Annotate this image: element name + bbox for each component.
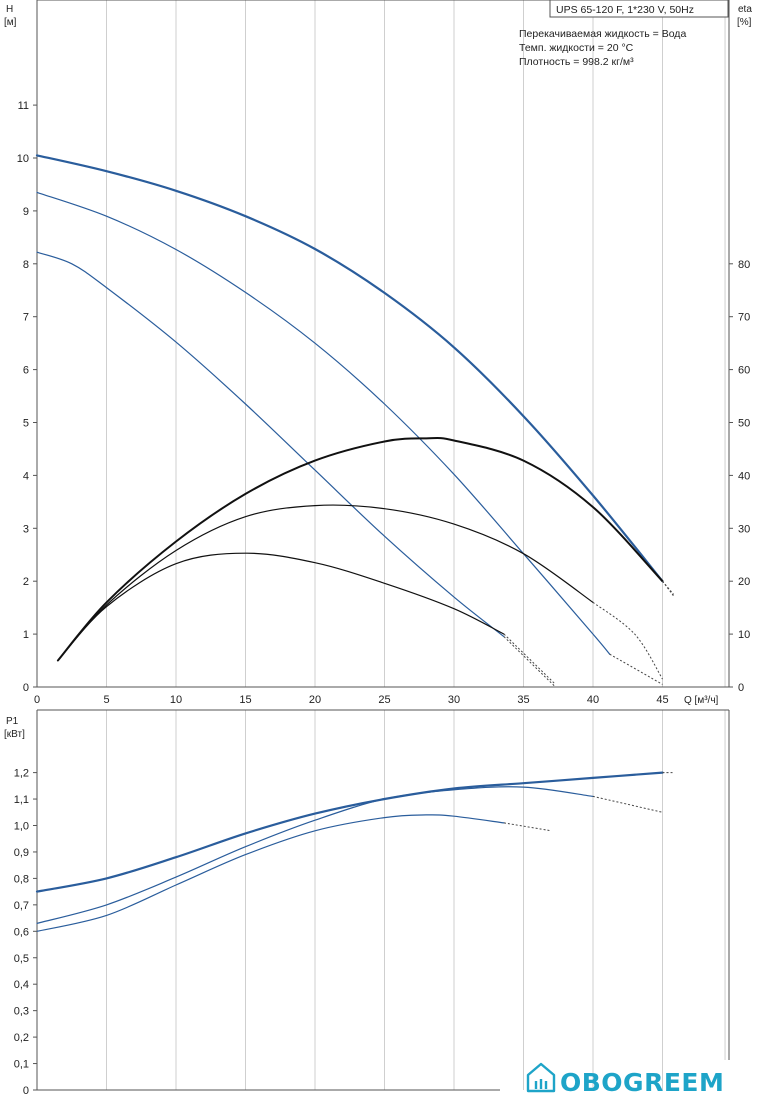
top-y-tick-labels: 0 1 2 3 4 5 6 7 8 9 10 11 bbox=[17, 100, 37, 694]
h-tick-label: 5 bbox=[23, 418, 29, 430]
watermark-text: OBOGREEM bbox=[560, 1068, 724, 1097]
head-curve-ext-1 bbox=[609, 653, 663, 685]
p1-tick-label: 1,1 bbox=[14, 794, 29, 806]
p1-tick-label: 0,5 bbox=[14, 953, 29, 965]
efficiency-curve-ext-3 bbox=[662, 580, 675, 597]
h-axis-label: H bbox=[6, 4, 13, 15]
watermark-logo: OBOGREEM bbox=[526, 1062, 724, 1097]
h-tick-label: 10 bbox=[17, 153, 29, 165]
x-tick-label: 10 bbox=[170, 694, 182, 706]
top-x-tick-labels: 0 5 10 15 20 25 30 35 40 45 bbox=[34, 694, 669, 706]
p1-tick-label: 0,1 bbox=[14, 1059, 29, 1071]
p1-tick-label: 0,2 bbox=[14, 1032, 29, 1044]
h-axis-unit: [м] bbox=[4, 17, 17, 28]
house-icon bbox=[526, 1062, 556, 1093]
h-tick-label: 2 bbox=[23, 576, 29, 588]
h-tick-label: 3 bbox=[23, 523, 29, 535]
eta-tick-label: 40 bbox=[738, 470, 750, 482]
bottom-y-tick-labels: 0 0,1 0,2 0,3 0,4 0,5 0,6 0,7 0,8 0,9 1,0 1,1 1,2 bbox=[14, 768, 37, 1097]
eta-tick-label: 30 bbox=[738, 523, 750, 535]
p1-tick-label: 0,4 bbox=[14, 979, 29, 991]
p1-axis-label: P1 bbox=[6, 716, 19, 727]
eta-axis-label: eta bbox=[738, 4, 752, 15]
x-tick-label: 30 bbox=[448, 694, 460, 706]
power-chart: 0 0,1 0,2 0,3 0,4 0,5 0,6 0,7 0,8 0,9 1,0 1,1 1,2 P1… bbox=[4, 709, 730, 1097]
head-curve-1 bbox=[36, 191, 611, 655]
eta-axis-unit: [%] bbox=[737, 17, 752, 28]
p1-tick-label: 0,6 bbox=[14, 926, 29, 938]
h-tick-label: 1 bbox=[23, 629, 29, 641]
efficiency-curve-ext-5 bbox=[503, 633, 556, 685]
model-label: UPS 65-120 F, 1*230 V, 50Hz bbox=[556, 4, 694, 16]
h-tick-label: 6 bbox=[23, 365, 29, 377]
efficiency-curve-4 bbox=[57, 504, 594, 662]
p1-tick-label: 0 bbox=[23, 1085, 29, 1097]
eta-tick-label: 0 bbox=[738, 682, 744, 694]
eta-tick-label: 50 bbox=[738, 418, 750, 430]
top-grid bbox=[106, 0, 726, 687]
efficiency-curve-3 bbox=[56, 436, 664, 662]
p1-tick-label: 1,0 bbox=[14, 821, 29, 833]
temperature-label: Темп. жидкости = 20 °C bbox=[519, 42, 634, 54]
fluid-label: Перекачиваемая жидкость = Вода bbox=[519, 28, 686, 40]
eta-tick-label: 10 bbox=[738, 629, 750, 641]
x-axis-label: Q [м³/ч] bbox=[684, 695, 719, 706]
x-tick-label: 45 bbox=[656, 694, 668, 706]
p1-tick-label: 0,9 bbox=[14, 847, 29, 859]
h-tick-label: 8 bbox=[23, 259, 29, 271]
p1-tick-label: 0,8 bbox=[14, 873, 29, 885]
h-tick-label: 7 bbox=[23, 312, 29, 324]
head-curve-2 bbox=[36, 251, 505, 638]
top-right-tick-labels: 0 10 20 30 40 50 60 70 80 bbox=[729, 259, 750, 694]
h-tick-label: 9 bbox=[23, 206, 29, 218]
p1-tick-label: 0,3 bbox=[14, 1006, 29, 1018]
power-curve-2 bbox=[36, 814, 505, 932]
model-box bbox=[549, 0, 729, 18]
bottom-grid bbox=[106, 710, 726, 1090]
power-curve-0 bbox=[35, 771, 664, 893]
x-tick-label: 20 bbox=[309, 694, 321, 706]
eta-tick-label: 60 bbox=[738, 365, 750, 377]
efficiency-curve-5 bbox=[57, 552, 505, 662]
head-curve-0 bbox=[35, 154, 664, 583]
power-curve-ext-1 bbox=[592, 795, 663, 813]
h-tick-label: 11 bbox=[18, 100, 29, 112]
eta-tick-label: 70 bbox=[738, 312, 750, 324]
top-plot-frame bbox=[36, 0, 730, 688]
p1-axis-unit: [кВт] bbox=[4, 729, 25, 740]
top-series-group bbox=[35, 154, 675, 688]
power-curve-1 bbox=[36, 786, 594, 924]
h-tick-label: 4 bbox=[23, 470, 29, 482]
x-tick-label: 40 bbox=[587, 694, 599, 706]
x-tick-label: 5 bbox=[103, 694, 109, 706]
p1-tick-label: 1,2 bbox=[14, 768, 29, 780]
head-curve-ext-2 bbox=[503, 636, 556, 688]
bottom-series-group bbox=[35, 771, 674, 932]
p1-tick-label: 0,7 bbox=[14, 900, 29, 912]
power-curve-ext-2 bbox=[503, 822, 552, 832]
density-label: Плотность = 998.2 кг/м³ bbox=[519, 56, 634, 68]
eta-tick-label: 20 bbox=[738, 576, 750, 588]
x-tick-label: 15 bbox=[239, 694, 251, 706]
x-tick-label: 35 bbox=[517, 694, 529, 706]
x-tick-label: 25 bbox=[378, 694, 390, 706]
x-tick-label: 0 bbox=[34, 694, 40, 706]
info-box: UPS 65-120 F, 1*230 V, 50Hz Перекачиваем… bbox=[519, 0, 729, 68]
eta-tick-label: 80 bbox=[738, 259, 750, 271]
efficiency-curve-ext-4 bbox=[592, 601, 663, 680]
h-tick-label: 0 bbox=[23, 682, 29, 694]
